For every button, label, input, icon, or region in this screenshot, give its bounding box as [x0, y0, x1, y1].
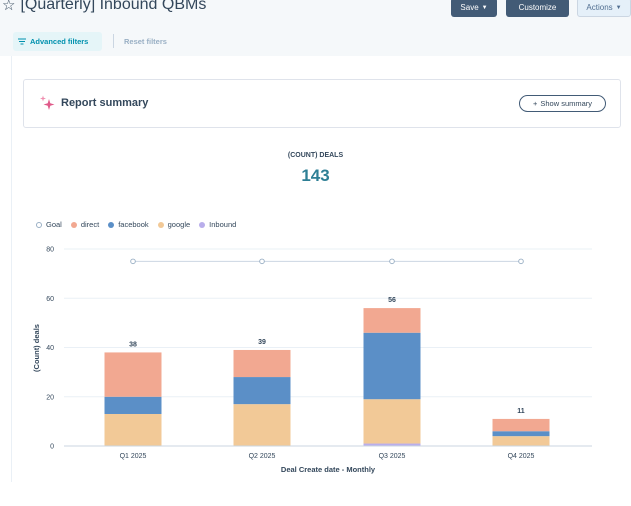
report-summary-title: Report summary — [61, 97, 149, 109]
y-tick-label: 60 — [46, 296, 54, 303]
bar-segment-inbound[interactable] — [363, 443, 421, 446]
kpi-label: (COUNT) DEALS — [287, 152, 344, 159]
caret-down-icon: ▼ — [481, 4, 488, 11]
reset-filters-link[interactable]: Reset filters — [124, 37, 167, 46]
legend-label: Goal — [46, 220, 62, 229]
plus-icon: + — [532, 99, 538, 108]
goal-point[interactable] — [518, 258, 524, 265]
show-summary-button[interactable]: + Show summary — [519, 95, 606, 112]
bar-segment-direct[interactable] — [233, 349, 291, 378]
bar-segment-google[interactable] — [492, 436, 550, 446]
goal-point[interactable] — [389, 258, 395, 265]
x-tick-label: Q4 2025 — [508, 453, 535, 460]
legend-item-direct[interactable]: direct — [70, 220, 100, 229]
bar-segment-facebook[interactable] — [363, 332, 421, 400]
bar-total-label: 39 — [258, 339, 266, 346]
legend-swatch — [36, 221, 42, 228]
legend-label: direct — [80, 220, 100, 229]
caret-down-icon: ▼ — [615, 4, 622, 11]
x-tick-label: Q1 2025 — [120, 453, 147, 460]
bar-segment-facebook[interactable] — [233, 377, 291, 405]
bar-segment-facebook[interactable] — [492, 431, 550, 437]
customize-button-label: Customize — [518, 3, 557, 12]
legend-item-facebook[interactable]: facebook — [108, 220, 149, 229]
save-button[interactable]: Save ▼ — [451, 0, 497, 17]
actions-button-label: Actions — [586, 3, 613, 12]
y-axis-title: (Count) deals — [32, 324, 41, 372]
filter-divider — [113, 34, 114, 48]
bar-segment-direct[interactable] — [492, 418, 550, 432]
y-tick-label: 80 — [46, 247, 54, 254]
x-tick-label: Q2 2025 — [249, 453, 276, 460]
chart-legend: Goal direct facebook google Inbound — [36, 220, 236, 229]
x-tick-label: Q3 2025 — [379, 453, 406, 460]
page-title: ☆ [Quarterly] Inbound QBMs — [2, 0, 206, 14]
bar-total-label: 38 — [129, 341, 137, 348]
advanced-filters-label: Advanced filters — [30, 37, 89, 46]
legend-item-goal[interactable]: Goal — [36, 220, 62, 229]
bar-segment-direct[interactable] — [363, 308, 421, 333]
y-tick-label: 0 — [50, 444, 54, 451]
bar-segment-google[interactable] — [363, 399, 421, 444]
legend-item-google[interactable]: google — [157, 220, 191, 229]
x-axis-title: Deal Create date - Monthly — [281, 465, 376, 474]
legend-label: google — [167, 220, 191, 229]
goal-point[interactable] — [130, 258, 136, 265]
filter-bar — [0, 26, 631, 56]
bar-segment-facebook[interactable] — [104, 396, 162, 414]
legend-label: Inbound — [209, 220, 237, 229]
goal-point[interactable] — [259, 258, 265, 265]
kpi-value: 143 — [301, 166, 330, 185]
bar-total-label: 56 — [388, 297, 396, 304]
legend-swatch — [108, 221, 115, 228]
bar-segment-google[interactable] — [233, 404, 291, 446]
show-summary-label: Show summary — [540, 99, 593, 108]
filter-icon — [18, 38, 26, 45]
y-tick-label: 20 — [46, 394, 54, 401]
legend-label: facebook — [118, 220, 149, 229]
legend-swatch — [70, 221, 77, 228]
bar-segment-direct[interactable] — [104, 352, 162, 397]
bar-segment-google[interactable] — [104, 413, 162, 446]
legend-item-inbound[interactable]: Inbound — [199, 220, 236, 229]
save-button-label: Save — [460, 3, 479, 12]
customize-button[interactable]: Customize — [506, 0, 569, 17]
bar-total-label: 11 — [517, 408, 525, 415]
legend-swatch — [199, 221, 206, 228]
star-outline-icon[interactable]: ☆ — [2, 0, 16, 14]
legend-swatch — [157, 221, 164, 228]
sparkle-icon — [40, 95, 55, 110]
y-tick-label: 40 — [46, 345, 54, 352]
advanced-filters-button[interactable]: Advanced filters — [13, 32, 102, 51]
report-title: [Quarterly] Inbound QBMs — [20, 0, 207, 13]
